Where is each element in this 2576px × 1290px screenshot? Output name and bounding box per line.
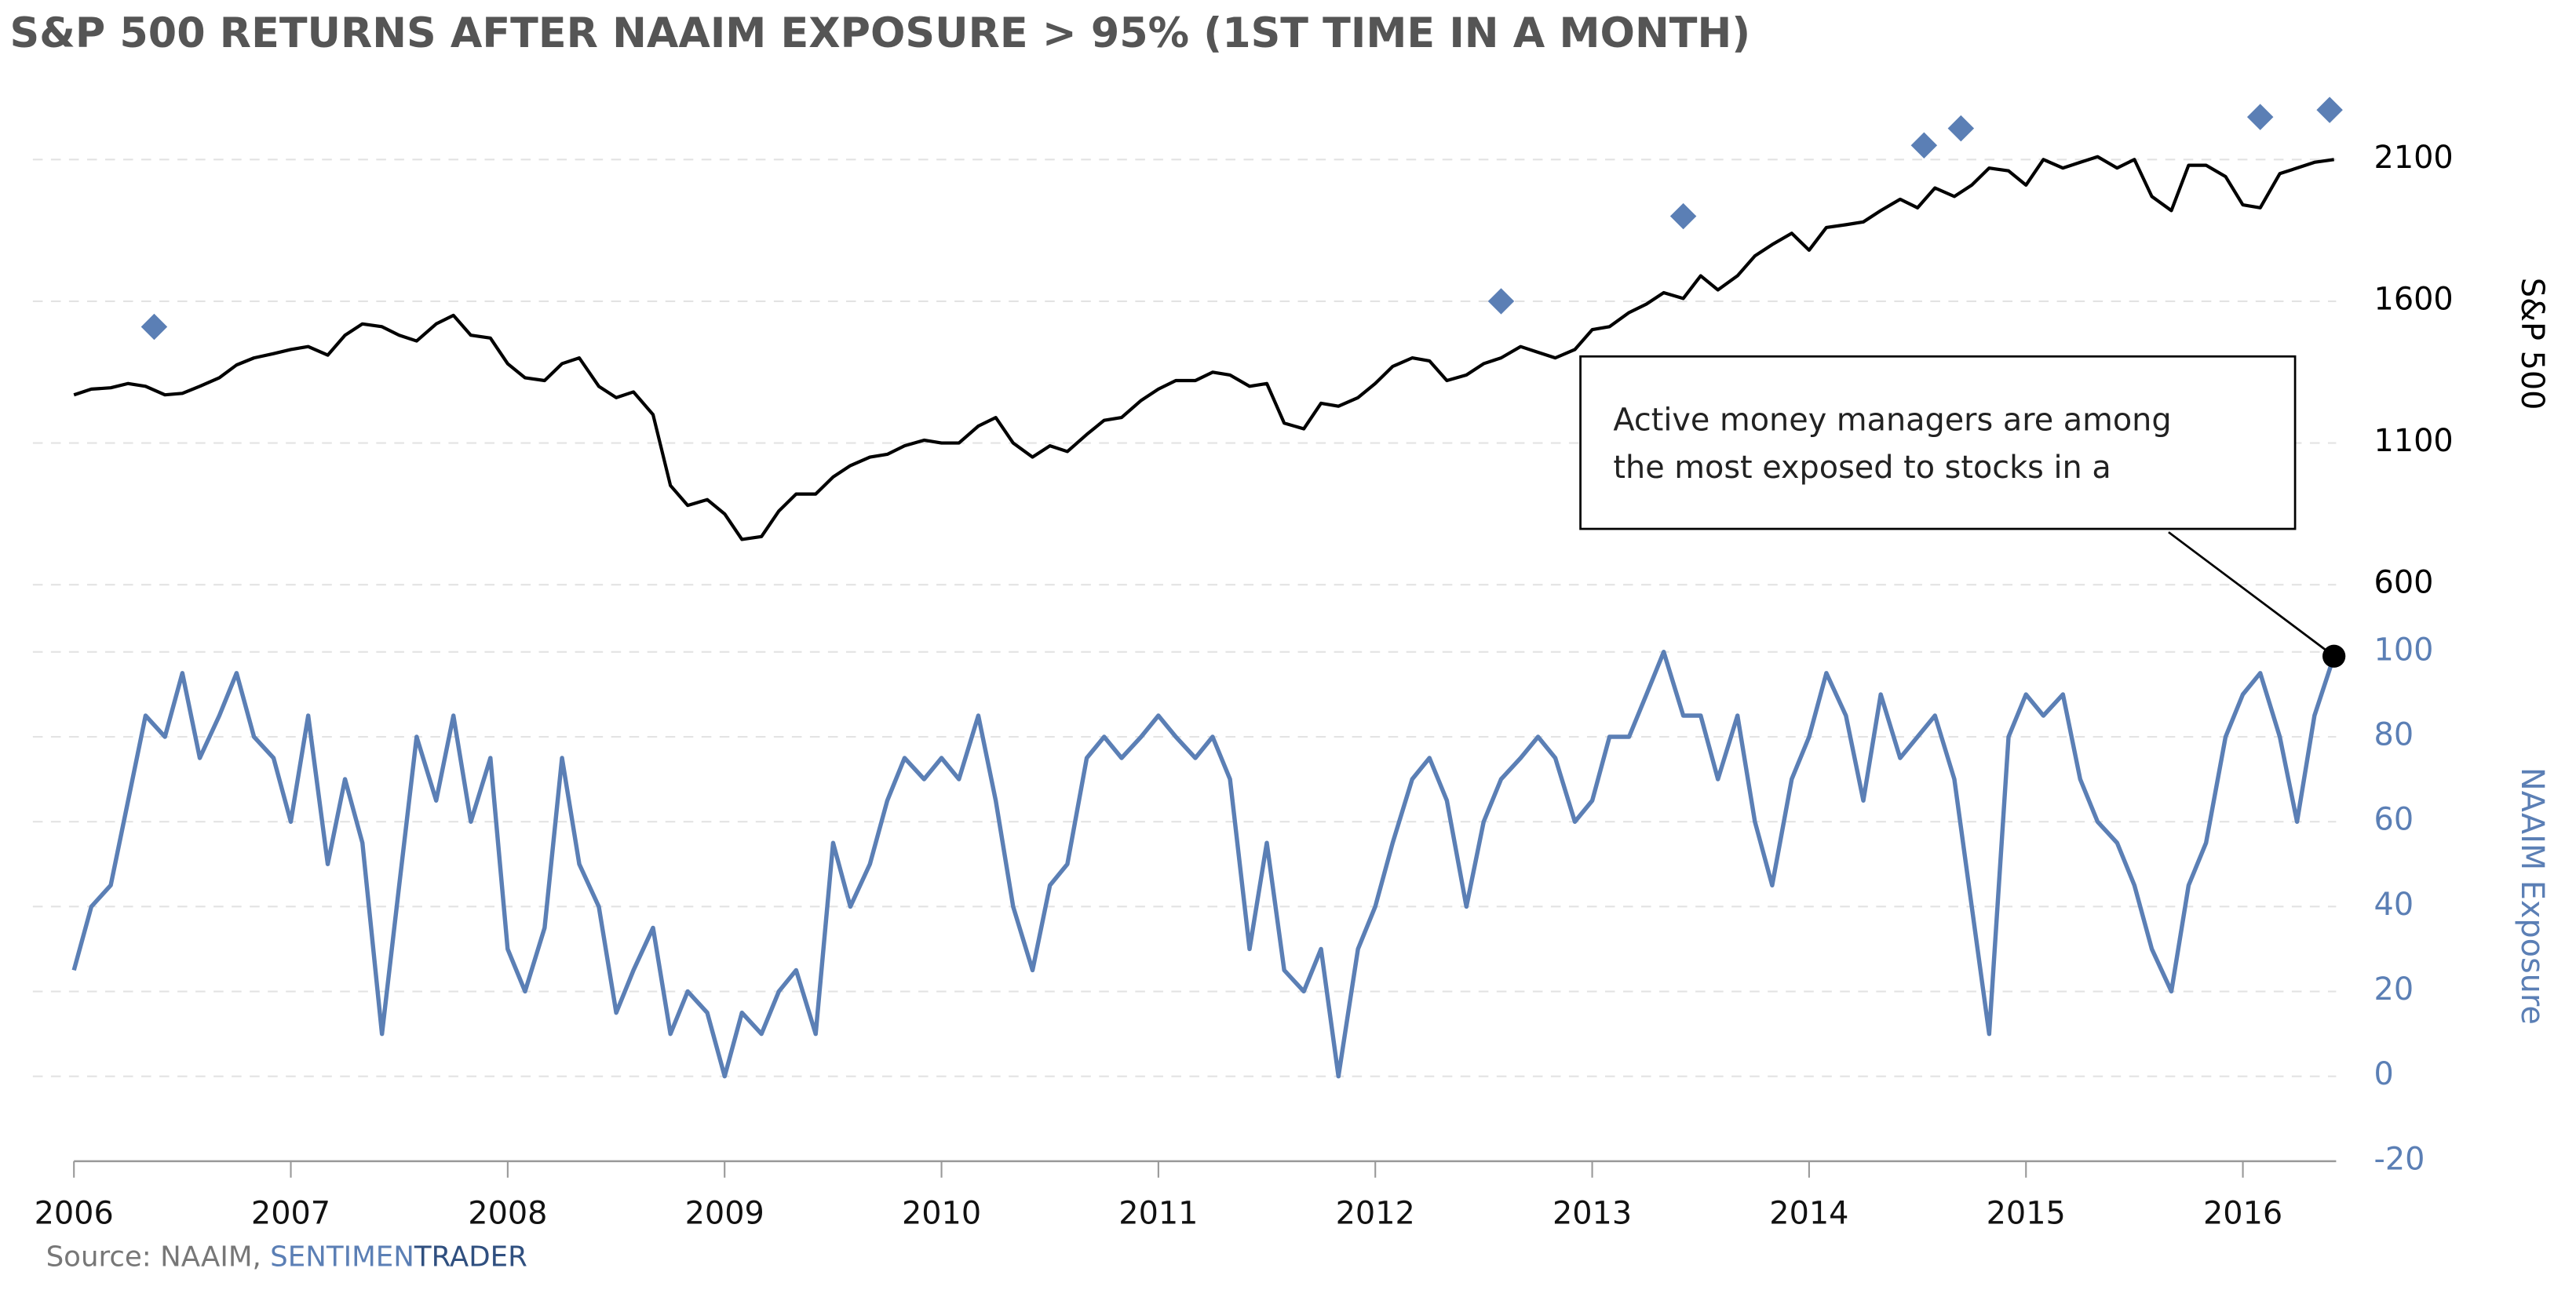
- signal-marker: [1910, 132, 1938, 159]
- x-tick-label: 2008: [468, 1195, 547, 1231]
- y-tick-label: 20: [2374, 971, 2414, 1008]
- annotation-point: [2322, 644, 2346, 668]
- source-text: Source: NAAIM,: [46, 1241, 271, 1273]
- x-tick-label: 2006: [35, 1195, 114, 1231]
- y-tick-label: 2100: [2374, 140, 2454, 176]
- x-tick-label: 2014: [1769, 1195, 1848, 1231]
- signal-marker: [1947, 115, 1975, 142]
- y-tick-label: 1100: [2374, 423, 2454, 459]
- source-brand: TRADER: [414, 1241, 527, 1273]
- chart-title: S&P 500 RETURNS AFTER NAAIM EXPOSURE > 9…: [10, 9, 1751, 57]
- x-tick-label: 2010: [902, 1195, 981, 1231]
- annotation-text: Active money managers are among: [1613, 402, 2171, 438]
- series-line: [71, 650, 2337, 1079]
- y-tick-label: 0: [2374, 1056, 2394, 1092]
- y-tick-label: 1600: [2374, 281, 2454, 317]
- annotation-box: [1579, 355, 2297, 530]
- x-tick-label: 2009: [685, 1195, 764, 1231]
- x-tick-label: 2012: [1336, 1195, 1415, 1231]
- y-tick-label: 100: [2374, 632, 2434, 668]
- y-tick-label: 40: [2374, 887, 2414, 923]
- x-tick-label: 2011: [1118, 1195, 1198, 1231]
- y-tick-label: 600: [2374, 565, 2434, 601]
- series-line: [73, 155, 2334, 541]
- source: Source: NAAIM, SENTIMENTRADER: [46, 1241, 527, 1273]
- y-tick-label: 60: [2374, 802, 2414, 838]
- y-axis-label: NAAIM Exposure: [2514, 767, 2550, 1025]
- y-tick-label: -20: [2374, 1141, 2425, 1177]
- signal-marker: [2246, 104, 2274, 130]
- signal-marker: [2316, 97, 2343, 123]
- x-tick-label: 2007: [251, 1195, 330, 1231]
- y-tick-label: 80: [2374, 717, 2414, 753]
- y-axis-label: S&P 500: [2514, 278, 2550, 410]
- x-tick-label: 2015: [1987, 1195, 2066, 1231]
- annotation-text: the most exposed to stocks in a: [1613, 450, 2111, 486]
- signal-marker: [1669, 202, 1697, 230]
- source-brand: SENTIMEN: [270, 1241, 414, 1273]
- annotation-leader: [2168, 531, 2335, 658]
- x-tick-label: 2016: [2203, 1195, 2282, 1231]
- signal-marker: [140, 313, 168, 341]
- signal-marker: [1487, 288, 1515, 315]
- x-tick-label: 2013: [1553, 1195, 1632, 1231]
